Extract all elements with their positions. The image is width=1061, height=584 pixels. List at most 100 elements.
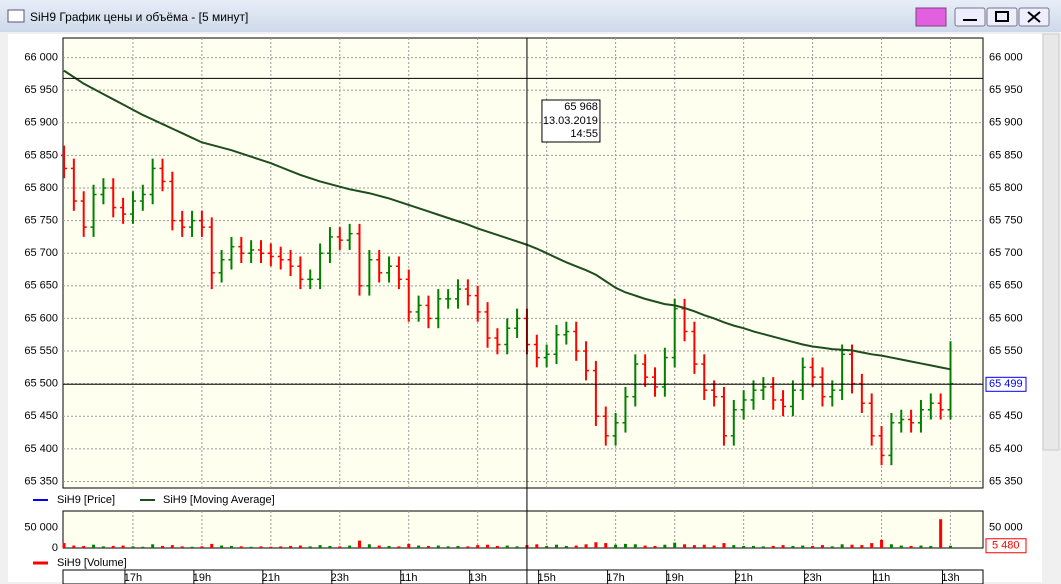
volume-bar [190,546,194,548]
volume-bar [446,546,450,548]
volume-bar [141,546,145,548]
volume-bar [840,544,844,548]
x-tick-label: 15h [537,572,555,584]
volume-bar [683,544,687,548]
legend-label: SiH9 [Moving Average] [163,494,275,506]
volume-bar [358,540,361,548]
volume-bar [574,545,578,548]
volume-bar [298,545,302,548]
volume-bar [377,545,381,548]
x-tick-label: 17h [124,572,142,584]
volume-bar [72,545,76,548]
volume-bar [820,545,824,548]
crosshair-date: 13.03.2019 [543,115,598,127]
moving-average-line [63,69,951,371]
close-glyph [1027,11,1041,23]
y-tick-label: 65 650 [24,280,58,292]
volume-tick-label: 50 000 [24,521,58,533]
volume-bar [939,519,943,548]
volume-tick-label: 0 [52,542,58,554]
window-icon [7,9,25,23]
y-tick-label: 65 550 [24,345,58,357]
y-tick-label-right: 66 000 [989,51,1023,63]
volume-bar [466,546,470,548]
volume-bar [564,545,568,548]
y-tick-label-right: 65 950 [989,84,1023,96]
volume-bar [545,545,549,548]
y-tick-label: 65 500 [24,378,58,390]
volume-bar [269,546,273,548]
maximize-glyph [995,11,1009,22]
volume-bar [850,544,854,548]
last-price-box [985,376,1027,392]
y-tick-label: 65 600 [24,312,58,324]
volume-bar [830,546,834,548]
crosshair-tooltip [541,99,601,143]
volume-bar [387,545,391,548]
volume-bar [62,543,66,548]
volume-bar [328,545,332,548]
volume-bar [92,544,96,548]
volume-bar [289,545,293,548]
maximize-button[interactable] [986,7,1018,27]
volume-bar [811,545,815,548]
volume-bar [781,545,785,548]
volume-bar [889,544,893,548]
volume-bar [860,545,864,548]
volume-bar [742,545,746,548]
volume-bar [880,539,884,548]
minimize-button[interactable] [954,7,986,27]
volume-bar [456,545,460,548]
volume-bar [397,546,401,548]
volume-bar [239,546,243,548]
y-tick-label: 66 000 [24,51,58,63]
volume-bar [486,544,490,548]
volume-bar [653,545,657,548]
y-tick-label-right: 65 700 [989,247,1023,259]
time-axis [62,569,984,584]
volume-bar [101,546,105,548]
volume-bar [121,545,125,548]
y-tick-label: 65 450 [24,410,58,422]
y-tick-label-right: 65 650 [989,280,1023,292]
x-tick-label: 21h [734,572,752,584]
volume-bar [870,543,874,548]
volume-bar [761,546,765,548]
volume-bar [279,546,283,548]
x-tick-label: 19h [193,572,211,584]
volume-bar [495,545,499,548]
y-tick-label: 65 350 [24,475,58,487]
volume-bar [614,544,618,548]
link-button[interactable] [915,7,947,27]
volume-bar [535,544,539,548]
legend-label: SiH9 [Volume] [57,557,127,569]
volume-bar [417,545,421,548]
volume-bar [111,545,115,548]
volume-tick-label-right: 50 000 [989,521,1023,533]
volume-bar [259,546,263,548]
volume-bar [367,544,371,548]
y-tick-label-right: 65 450 [989,410,1023,422]
volume-bar [929,545,933,548]
volume-bar [623,543,627,548]
volume-bar [200,546,204,548]
volume-bar [348,545,352,548]
x-tick-label: 13h [941,572,959,584]
volume-bar [673,542,677,548]
scrollbar[interactable] [1042,33,1060,451]
y-tick-label-right: 65 900 [989,117,1023,129]
volume-bar [722,543,726,548]
volume-bar [476,545,480,548]
volume-bar [791,545,795,548]
volume-bar [663,544,667,548]
volume-bar [151,544,155,548]
volume-bar [909,545,913,548]
last-volume-label: 5 480 [992,540,1020,552]
x-tick-label: 23h [331,572,349,584]
volume-bar [643,545,647,548]
volume-bar [801,545,805,548]
volume-bar [161,545,164,548]
price-plot [62,37,984,489]
title-bar [0,0,1061,32]
